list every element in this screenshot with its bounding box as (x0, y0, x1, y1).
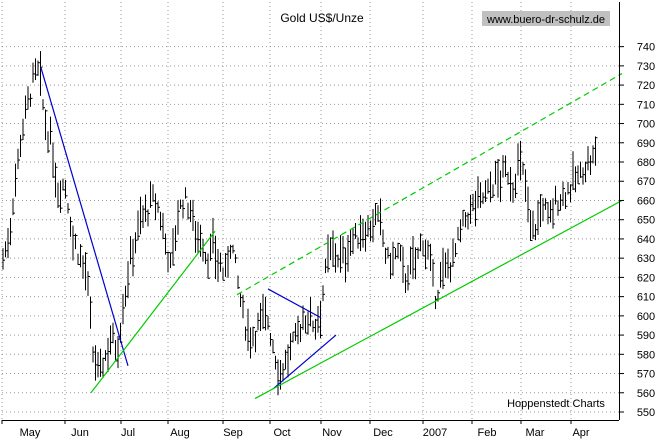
time-axis-line (2, 420, 619, 421)
y-tick-label: 720 (637, 80, 655, 92)
y-tick-label: 730 (637, 61, 655, 73)
y-tick-label: 710 (637, 99, 655, 111)
trendline (272, 334, 337, 390)
y-tick-label: 610 (637, 292, 655, 304)
x-tick-label: Jun (71, 427, 89, 439)
y-tick-label: 680 (637, 157, 655, 169)
price-bars (2, 51, 598, 396)
y-tick-label: 560 (637, 388, 655, 400)
y-tick-label: 580 (637, 349, 655, 361)
price-axis-line (619, 2, 620, 420)
trendline (236, 73, 623, 296)
x-tick-label: Oct (273, 427, 290, 439)
chart-title: Gold US$/Unze (280, 11, 364, 25)
x-tick-label: Dec (373, 427, 393, 439)
x-axis-ticks: May Jun Jul Aug Sep Oct Nov Dec 2007 Feb Mar Apr (1, 420, 590, 439)
y-tick-label: 570 (637, 369, 655, 381)
y-tick-label: 590 (637, 330, 655, 342)
y-tick-label: 640 (637, 234, 655, 246)
x-tick-label: Jul (121, 427, 135, 439)
y-tick-label: 670 (637, 176, 655, 188)
y-axis-ticks: 550 560 570 580 590 600 610 620 630 640 650 660 670 6… (619, 42, 655, 419)
x-tick-label: Mar (526, 427, 545, 439)
y-tick-label: 650 (637, 215, 655, 227)
x-tick-label: Aug (170, 427, 190, 439)
x-tick-label: Apr (572, 427, 589, 439)
source-note: Hoppenstedt Charts (507, 398, 605, 410)
x-tick-label: Nov (322, 427, 342, 439)
x-tick-label: May (20, 427, 41, 439)
y-tick-label: 600 (637, 311, 655, 323)
watermark-text: www.buero-dr-schulz.de (486, 14, 605, 26)
trendlines (40, 67, 623, 400)
trendline (267, 288, 322, 319)
trendline (90, 230, 216, 394)
y-tick-label: 700 (637, 119, 655, 131)
y-tick-label: 740 (637, 42, 655, 54)
trendline (254, 199, 623, 400)
x-tick-label: Sep (223, 427, 243, 439)
trendline (40, 67, 129, 367)
x-tick-label: 2007 (423, 427, 447, 439)
y-tick-label: 550 (637, 407, 655, 419)
y-tick-label: 660 (637, 195, 655, 207)
gridlines (1, 2, 619, 420)
watermark-box (482, 11, 610, 26)
y-tick-label: 620 (637, 272, 655, 284)
y-tick-label: 690 (637, 138, 655, 150)
y-tick-label: 630 (637, 253, 655, 265)
x-tick-label: Feb (478, 427, 497, 439)
